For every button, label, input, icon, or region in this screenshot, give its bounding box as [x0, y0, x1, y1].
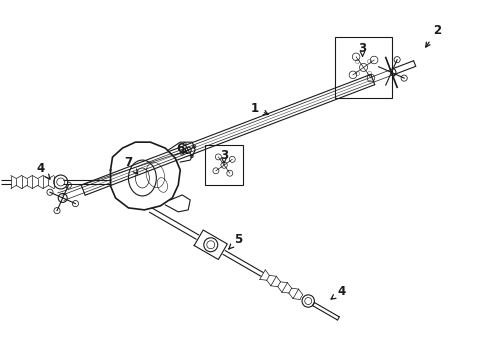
Text: 2: 2	[426, 24, 441, 47]
Circle shape	[302, 295, 315, 307]
Text: 3: 3	[359, 42, 367, 55]
Text: 7: 7	[124, 156, 138, 174]
Text: 5: 5	[229, 233, 242, 249]
Bar	[205, 145, 243, 185]
Text: 1: 1	[251, 102, 268, 115]
Circle shape	[54, 175, 68, 189]
Text: 3: 3	[220, 149, 228, 162]
Text: 6: 6	[176, 141, 187, 155]
Text: 4: 4	[331, 285, 346, 299]
Bar	[335, 37, 392, 98]
Text: 4: 4	[37, 162, 50, 179]
